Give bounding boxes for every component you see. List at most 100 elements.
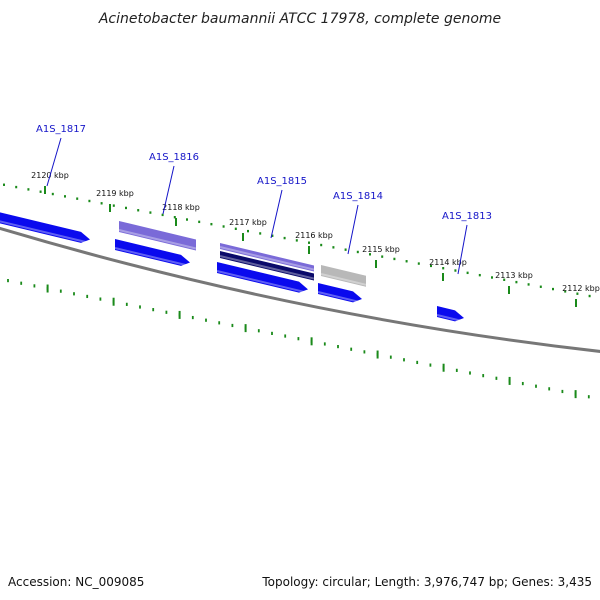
gene-label: A1S_1814 — [333, 191, 383, 202]
track-dot — [403, 358, 405, 362]
track-dot — [469, 371, 471, 375]
scale-tick-label: 2113 kbp — [495, 271, 533, 280]
track-dot — [466, 271, 469, 275]
gene-feature-shape — [115, 239, 190, 266]
gene-label: A1S_1815 — [257, 176, 307, 187]
track-dot — [393, 257, 396, 261]
gene-feature-highlight — [216, 270, 309, 294]
gene-label: A1S_1816 — [149, 152, 199, 163]
track-dot — [369, 253, 371, 256]
gene-feature-shape — [220, 251, 314, 281]
track-dot — [64, 195, 66, 198]
box-1816-purple — [118, 221, 197, 251]
gene-feature-shape — [318, 283, 362, 303]
scale-tick-label: 2114 kbp — [429, 258, 467, 267]
track-dot — [416, 360, 419, 365]
track-dot — [308, 241, 310, 244]
track-dot — [405, 260, 408, 263]
accession-text: Accession: NC_009085 — [8, 575, 144, 589]
gene-feature-highlight — [219, 255, 315, 280]
track-dot — [430, 264, 432, 268]
track-dot — [350, 347, 353, 351]
track-dot — [100, 202, 103, 205]
gene-feature-shape — [437, 306, 464, 322]
track-dot — [152, 308, 155, 312]
gene-feature-highlight — [219, 246, 315, 271]
gene-label-leader — [162, 165, 175, 215]
box-1815-navy — [219, 251, 315, 281]
arrow-1815-lower — [216, 262, 309, 294]
track-dot — [259, 232, 262, 235]
track-dot — [283, 236, 286, 240]
track-dot — [495, 376, 498, 380]
track-dot — [561, 389, 564, 394]
gene-label-leader — [270, 189, 283, 239]
track-dot — [125, 302, 128, 306]
gene-feature-highlight — [320, 273, 367, 286]
track-dot — [86, 294, 89, 299]
track-dot — [76, 197, 79, 200]
gene-labels: A1S_1817 A1S_1816 A1S_1815 A1S_1814 A1S_1813 — [36, 124, 492, 275]
gene-label-leader — [457, 224, 468, 275]
gene-feature-shape — [0, 212, 90, 243]
track-dot — [337, 345, 339, 349]
track-dot — [297, 337, 300, 341]
track-dot — [173, 216, 176, 219]
track-dot — [271, 331, 273, 335]
gene-feature-highlight — [118, 229, 197, 250]
track-dot — [139, 305, 141, 309]
gene-label-leader — [46, 137, 62, 187]
track-dot — [112, 204, 115, 207]
arrow-1813-lower — [436, 306, 465, 323]
inner-track-dots — [7, 279, 590, 399]
track-dot — [125, 206, 127, 210]
track-dot — [191, 315, 194, 320]
track-dot — [332, 246, 335, 249]
gene-feature-highlight — [317, 291, 363, 304]
gene-feature-highlight — [0, 220, 91, 244]
track-dot — [442, 267, 445, 270]
scale-tick-label: 2115 kbp — [362, 245, 400, 254]
scale-tick-label: 2112 kbp — [562, 284, 600, 293]
track-dot — [417, 262, 420, 265]
scale-tick-label: 2117 kbp — [229, 218, 267, 227]
track-dot — [7, 279, 9, 283]
track-dot — [429, 363, 432, 367]
outer-track-dots — [3, 183, 591, 298]
track-dot — [482, 374, 485, 378]
track-dot — [210, 222, 213, 226]
gene-label: A1S_1813 — [442, 211, 492, 222]
gene-features — [0, 212, 465, 323]
map-title: Acinetobacter baumannii ATCC 17978, comp… — [98, 11, 501, 27]
gene-label-leader — [347, 204, 359, 255]
track-dot — [284, 334, 287, 338]
track-dot — [535, 384, 537, 388]
track-dot — [51, 192, 54, 196]
box-1814-grey — [320, 265, 367, 287]
track-dot — [247, 229, 249, 233]
track-dot — [198, 220, 201, 224]
track-dot — [552, 287, 554, 291]
gene-feature-shape — [220, 243, 314, 272]
genome-summary-text: Topology: circular; Length: 3,976,747 bp… — [261, 575, 592, 589]
gene-feature-shape — [217, 262, 308, 293]
track-dot — [88, 199, 91, 203]
track-dot — [323, 342, 326, 346]
gene-feature-highlight — [114, 247, 191, 267]
track-dot — [564, 290, 567, 293]
track-dot — [137, 209, 140, 212]
track-dot — [59, 289, 62, 293]
track-dot — [539, 285, 542, 288]
genome-backbone — [0, 226, 600, 353]
scale-tick-label: 2116 kbp — [295, 231, 333, 240]
track-dot — [257, 329, 260, 333]
track-dot — [521, 381, 524, 386]
gene-feature-shape — [321, 265, 366, 287]
track-dot — [478, 273, 481, 277]
track-dot — [15, 185, 18, 189]
track-dot — [587, 395, 590, 399]
track-dot — [454, 269, 457, 272]
track-dot — [27, 188, 30, 191]
track-dot — [491, 276, 493, 279]
